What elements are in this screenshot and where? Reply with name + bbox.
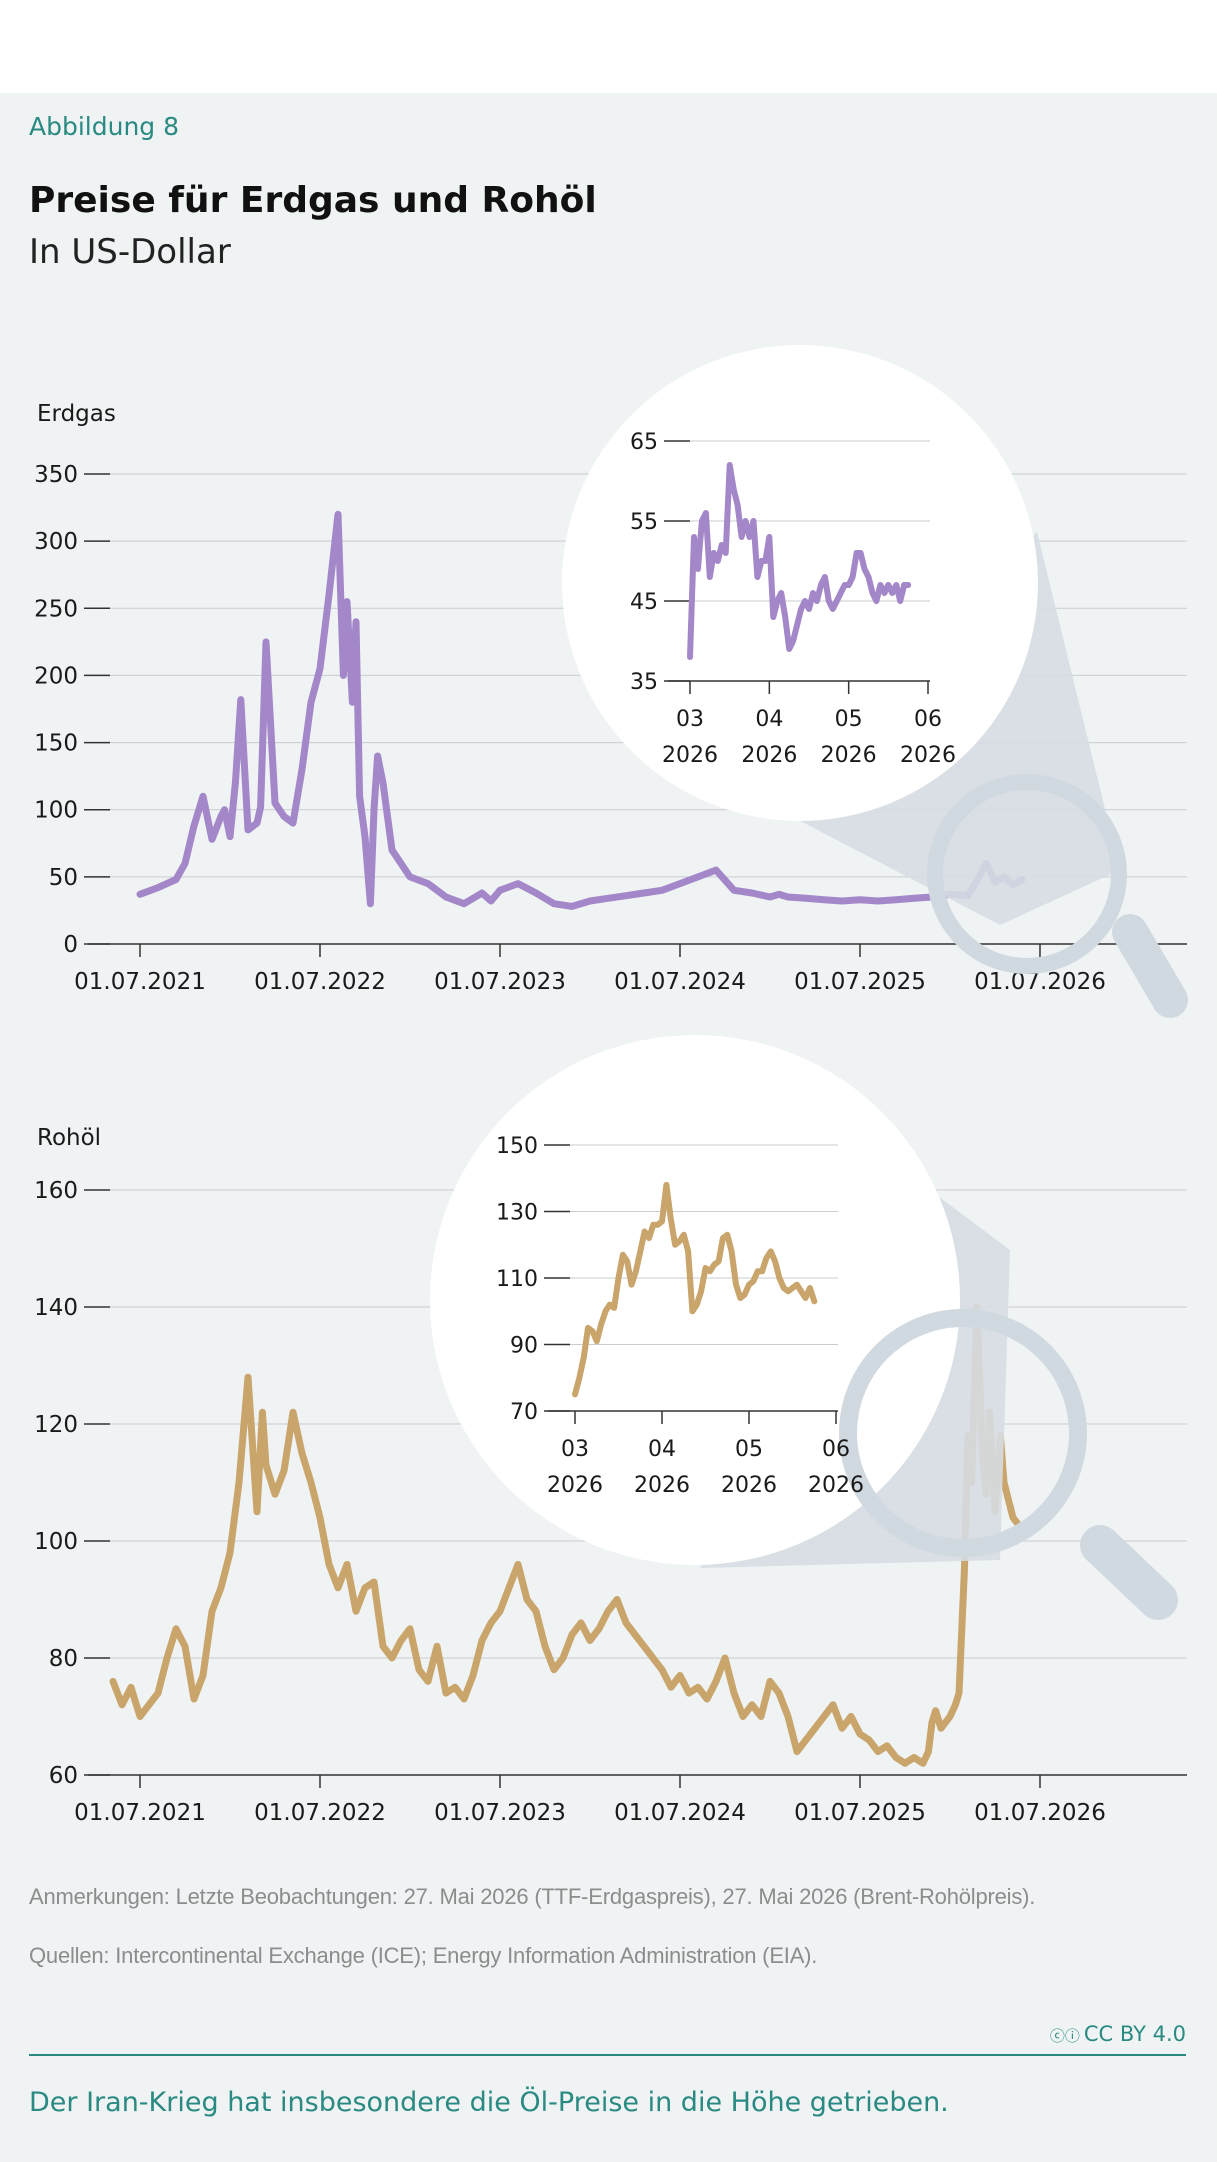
gas-xtick-label: 01.07.2024 xyxy=(614,969,746,995)
gas-inset-ytick-label: 45 xyxy=(630,590,658,615)
oil-inset-ytick-label: 90 xyxy=(510,1334,538,1359)
gas-inset-ytick-label: 65 xyxy=(630,430,658,455)
figure-label: Abbildung 8 xyxy=(29,112,180,141)
gas-ytick-label: 350 xyxy=(34,462,78,488)
gas-inset-ytick-label: 35 xyxy=(630,670,658,695)
oil-xtick-label: 01.07.2026 xyxy=(974,1800,1106,1826)
gas-inset-group: 35 45 55 65 03 2026 04 2026 05 2026 06 2026 xyxy=(630,430,956,768)
oil-inset-group: 70 90 110 130 150 03 2026 04 2026 05 2026 06 2026 xyxy=(496,1134,864,1498)
gas-inset-xtick-label: 04 2026 xyxy=(741,707,797,768)
oil-inset-xtick-label: 05 2026 xyxy=(721,1437,777,1498)
chart-title: Preise für Erdgas und Rohöl xyxy=(29,180,597,221)
oil-series-line xyxy=(109,1303,1026,1767)
oil-xtick-label: 01.07.2024 xyxy=(614,1800,746,1826)
gas-inset-xtick-label: 06 2026 xyxy=(900,707,956,768)
gas-xtick-label: 01.07.2021 xyxy=(74,969,206,995)
oil-magnifier-ring xyxy=(839,1309,1087,1557)
license-badge[interactable]: ⓒⓘ CC BY 4.0 xyxy=(1050,2022,1186,2046)
oil-inset-ytick-label: 110 xyxy=(496,1267,538,1292)
oil-series-label: Rohöl xyxy=(37,1125,101,1151)
gas-series-line xyxy=(136,510,1026,910)
gas-inset-series-line xyxy=(687,462,912,660)
gas-xtick-label: 01.07.2022 xyxy=(254,969,386,995)
gas-xtick-label: 01.07.2025 xyxy=(794,969,926,995)
gas-magnifier-ring xyxy=(927,774,1127,974)
gas-magnifier-handle xyxy=(1112,914,1188,1018)
oil-inset-series-line xyxy=(572,1181,818,1398)
divider xyxy=(29,2054,1186,2056)
gas-ytick-label: 250 xyxy=(34,596,78,622)
license-text: CC BY 4.0 xyxy=(1083,2022,1186,2046)
oil-inset-xtick-label: 06 2026 xyxy=(808,1437,864,1498)
gas-inset-ytick-label: 55 xyxy=(630,510,658,535)
oil-xtick-label: 01.07.2025 xyxy=(794,1800,926,1826)
gas-series-label: Erdgas xyxy=(37,401,116,427)
oil-inset-ytick-label: 130 xyxy=(496,1201,538,1226)
gas-group: 0 50 100 150 200 250 300 350 01.07.2021 01.07.202… xyxy=(34,462,1187,995)
gas-xtick-label: 01.07.2023 xyxy=(434,969,566,995)
oil-xtick-label: 01.07.2023 xyxy=(434,1800,566,1826)
takeaway-text: Der Iran-Krieg hat insbesondere die Öl-P… xyxy=(29,2087,949,2118)
creative-commons-icon: ⓒⓘ xyxy=(1049,2027,1080,2045)
chart-subtitle: In US-Dollar xyxy=(29,232,231,272)
oil-ytick-label: 80 xyxy=(49,1646,78,1672)
oil-inset-xtick-label: 03 2026 xyxy=(547,1437,603,1498)
gas-zoom-bubble xyxy=(562,345,1038,821)
oil-ytick-label: 120 xyxy=(34,1412,78,1438)
gas-ytick-label: 200 xyxy=(34,663,78,689)
gas-ytick-label: 100 xyxy=(34,798,78,824)
gas-inset-xtick-label: 05 2026 xyxy=(821,707,877,768)
gas-ytick-label: 0 xyxy=(63,932,78,958)
charts-canvas: 0 50 100 150 200 250 300 350 01.07.2021 01.07.202… xyxy=(34,345,1188,1826)
oil-zoom-bubble xyxy=(430,1035,960,1565)
oil-inset-xtick-label: 04 2026 xyxy=(634,1437,690,1498)
gas-ytick-label: 300 xyxy=(34,529,78,555)
gas-ytick-label: 50 xyxy=(49,865,78,891)
oil-xtick-label: 01.07.2022 xyxy=(254,1800,386,1826)
oil-magnifier-handle xyxy=(1080,1525,1178,1620)
oil-ytick-label: 140 xyxy=(34,1295,78,1321)
gas-inset-xtick-label: 03 2026 xyxy=(662,707,718,768)
oil-ytick-label: 100 xyxy=(34,1529,78,1555)
oil-ytick-label: 160 xyxy=(34,1178,78,1204)
oil-xtick-label: 01.07.2021 xyxy=(74,1800,206,1826)
gas-xtick-label: 01.07.2026 xyxy=(974,969,1106,995)
oil-inset-ytick-label: 70 xyxy=(510,1400,538,1425)
oil-ytick-label: 60 xyxy=(49,1763,78,1789)
chart-sources: Quellen: Intercontinental Exchange (ICE)… xyxy=(29,1943,818,1968)
chart-notes: Anmerkungen: Letzte Beobachtungen: 27. M… xyxy=(29,1884,1036,1909)
gas-ytick-label: 150 xyxy=(34,731,78,757)
oil-inset-ytick-label: 150 xyxy=(496,1134,538,1159)
